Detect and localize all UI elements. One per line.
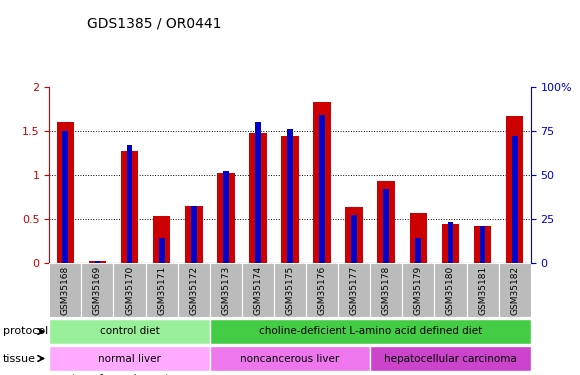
Text: hepatocellular carcinoma: hepatocellular carcinoma: [384, 354, 517, 363]
Text: GSM35174: GSM35174: [253, 266, 262, 315]
Bar: [81, 263, 114, 317]
Bar: [49, 346, 210, 371]
Bar: [378, 181, 395, 263]
Bar: [434, 263, 466, 317]
Text: GSM35171: GSM35171: [157, 266, 166, 315]
Bar: [255, 122, 261, 263]
Bar: [345, 207, 363, 263]
Bar: [121, 151, 139, 263]
Bar: [306, 263, 338, 317]
Bar: [415, 238, 421, 263]
Bar: [351, 215, 357, 263]
Bar: [56, 122, 74, 263]
Text: ■: ■: [58, 374, 67, 375]
Bar: [370, 346, 531, 371]
Bar: [223, 171, 229, 263]
Text: GSM35170: GSM35170: [125, 266, 134, 315]
Text: protocol: protocol: [3, 327, 48, 336]
Text: GSM35177: GSM35177: [350, 266, 358, 315]
Bar: [89, 261, 106, 263]
Bar: [506, 116, 524, 263]
Bar: [249, 134, 267, 263]
Bar: [153, 216, 171, 263]
Bar: [210, 346, 370, 371]
Text: noncancerous liver: noncancerous liver: [240, 354, 340, 363]
Bar: [146, 263, 177, 317]
Text: GSM35181: GSM35181: [478, 266, 487, 315]
Bar: [63, 131, 68, 263]
Text: control diet: control diet: [100, 327, 160, 336]
Bar: [338, 263, 370, 317]
Bar: [499, 263, 531, 317]
Text: GSM35182: GSM35182: [510, 266, 519, 315]
Text: tissue: tissue: [3, 354, 36, 363]
Text: GSM35173: GSM35173: [222, 266, 230, 315]
Text: GSM35176: GSM35176: [318, 266, 327, 315]
Text: GSM35172: GSM35172: [189, 266, 198, 315]
Bar: [49, 263, 81, 317]
Bar: [95, 261, 100, 263]
Bar: [448, 222, 454, 263]
Bar: [217, 173, 235, 263]
Text: GSM35178: GSM35178: [382, 266, 391, 315]
Bar: [474, 226, 491, 263]
Bar: [159, 238, 165, 263]
Bar: [441, 224, 459, 263]
Bar: [185, 206, 202, 263]
Bar: [191, 207, 197, 263]
Bar: [274, 263, 306, 317]
Text: GSM35175: GSM35175: [285, 266, 295, 315]
Bar: [281, 136, 299, 263]
Text: transformed count: transformed count: [72, 374, 170, 375]
Bar: [512, 136, 517, 263]
Bar: [49, 319, 210, 344]
Bar: [409, 213, 427, 263]
Text: GSM35168: GSM35168: [61, 266, 70, 315]
Text: GDS1385 / OR0441: GDS1385 / OR0441: [87, 17, 222, 31]
Bar: [114, 263, 146, 317]
Bar: [126, 145, 132, 263]
Bar: [313, 102, 331, 263]
Bar: [287, 129, 293, 263]
Bar: [383, 189, 389, 263]
Bar: [403, 263, 434, 317]
Bar: [210, 319, 531, 344]
Bar: [177, 263, 210, 317]
Bar: [319, 115, 325, 263]
Bar: [480, 226, 485, 263]
Text: normal liver: normal liver: [98, 354, 161, 363]
Bar: [210, 263, 242, 317]
Text: GSM35179: GSM35179: [414, 266, 423, 315]
Bar: [242, 263, 274, 317]
Text: GSM35169: GSM35169: [93, 266, 102, 315]
Bar: [466, 263, 499, 317]
Text: GSM35180: GSM35180: [446, 266, 455, 315]
Bar: [370, 263, 403, 317]
Text: choline-deficient L-amino acid defined diet: choline-deficient L-amino acid defined d…: [259, 327, 482, 336]
